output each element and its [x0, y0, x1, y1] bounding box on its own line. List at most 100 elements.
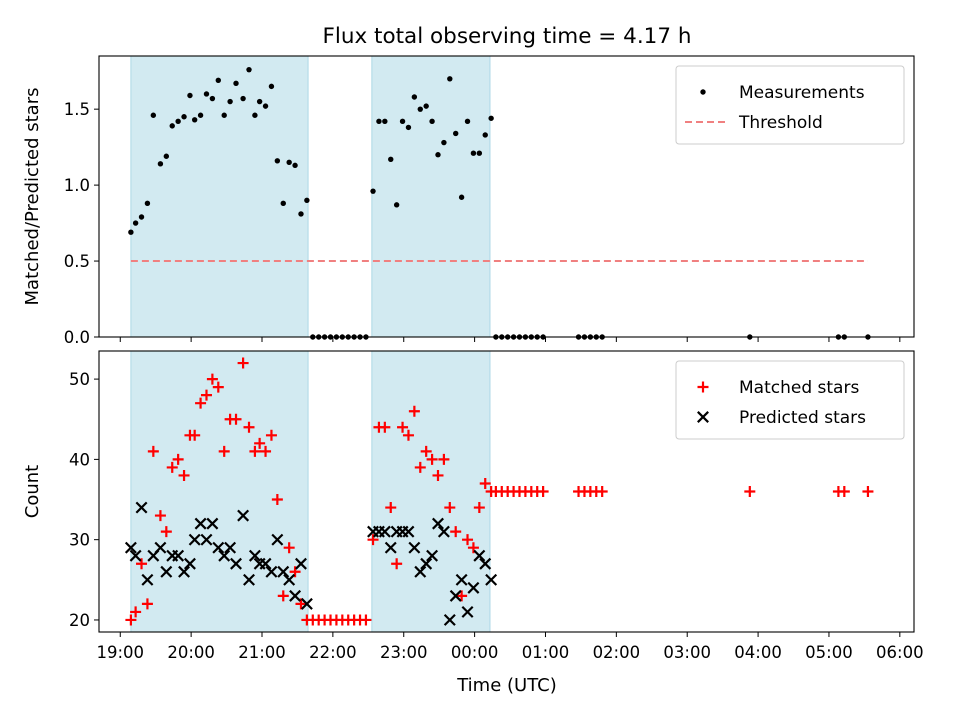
matched-star-point [271, 494, 283, 506]
measurement-point [298, 211, 304, 217]
predicted-star-point [183, 557, 196, 570]
matched-star-point [160, 526, 172, 538]
measurement-point [304, 197, 310, 203]
y-tick-label: 50 [69, 370, 90, 389]
measurement-point [203, 91, 210, 97]
x-tick-label: 19:00 [96, 643, 144, 662]
measurement-point [388, 156, 394, 162]
predicted-star-point [437, 525, 450, 538]
predicted-star-point [194, 517, 207, 530]
matched-star-point [379, 421, 391, 433]
measurement-point [447, 76, 453, 82]
predicted-star-point [212, 541, 225, 554]
predicted-star-point [432, 517, 444, 530]
matched-star-point [456, 590, 468, 602]
matched-star-point [391, 558, 403, 570]
x-tick-label: 03:00 [663, 643, 711, 662]
predicted-star-point [402, 525, 415, 538]
measurement-point [405, 124, 412, 131]
measurement-point [191, 117, 198, 123]
measurement-point [423, 103, 429, 109]
measurement-point [252, 112, 258, 118]
predicted-star-point [414, 565, 427, 578]
predicted-star-point [426, 549, 439, 562]
matched-star-point [432, 469, 444, 481]
observing-interval-shade [371, 55, 491, 338]
matched-star-point [414, 461, 426, 473]
y-tick-label: 0.5 [64, 252, 90, 271]
axes-frame [98, 350, 915, 633]
measurement-point [132, 220, 139, 226]
matched-star-point [249, 445, 261, 457]
predicted-star-point [283, 573, 296, 586]
predicted-star-point [378, 525, 391, 538]
measurement-point [458, 194, 465, 200]
y-tick-label: 30 [69, 531, 90, 550]
predicted-star-point [467, 581, 480, 594]
measurement-point [382, 118, 388, 125]
predicted-star-point [160, 565, 173, 578]
matched-star-point [744, 486, 756, 497]
matched-star-point [147, 445, 159, 457]
y-axis-label: Count [22, 465, 43, 518]
measurement-point [233, 80, 239, 87]
matched-star-point [438, 453, 450, 465]
matched-star-point [243, 421, 255, 433]
measurement-point [256, 98, 263, 105]
top-panel: 0.0 0.5 1.0 1.5 Matched/Predicted stars Measu… [22, 55, 915, 347]
measurement-point [215, 77, 221, 84]
y-axis-label: Matched/Predicted stars [22, 88, 43, 306]
predicted-star-point [420, 557, 433, 570]
measurement-point [470, 150, 477, 156]
measurement-point [464, 118, 471, 125]
predicted-star-point [200, 533, 213, 546]
predicted-star-point [485, 573, 498, 586]
x-tick-label: 01:00 [522, 643, 570, 662]
matched-star-point [178, 469, 190, 481]
matched-star-point [283, 542, 295, 554]
legend-label: Predicted stars [739, 408, 866, 428]
matched-star-point [444, 502, 456, 514]
predicted-star-point [443, 613, 456, 626]
legend-box [675, 360, 905, 440]
measurement-point [221, 112, 227, 118]
measurement-point [435, 152, 441, 158]
measurement-point [393, 202, 400, 208]
predicted-star-point [455, 573, 468, 586]
bottom-panel: 20 30 40 50 19:00 20:00 21:00 22:00 23:00 00:00 01… [22, 350, 924, 662]
matched-star-point [166, 461, 178, 473]
x-tick-label: 02:00 [593, 643, 641, 662]
matched-star-point [596, 486, 608, 497]
x-axis-label: Time (UTC) [456, 675, 557, 696]
matched-star-point [189, 429, 201, 441]
matched-star-point [206, 373, 218, 385]
matched-star-point [402, 429, 414, 441]
measurement-point [227, 98, 233, 105]
predicted-star-point [206, 517, 219, 530]
measurement-point [370, 188, 376, 194]
legend-label: Measurements [739, 83, 865, 103]
matched-star-point [141, 598, 153, 610]
predicted-star-point [271, 533, 284, 546]
y-tick-label: 1.5 [64, 100, 90, 119]
measurement-point [157, 161, 164, 167]
matched-star-point [125, 614, 137, 626]
predicted-star-point [479, 557, 492, 570]
predicted-star-point [224, 541, 237, 554]
matched-star-point [277, 590, 289, 602]
predicted-star-point [154, 541, 167, 554]
matched-star-point [838, 486, 850, 497]
measurement-point [175, 118, 181, 125]
predicted-star-point [237, 509, 250, 522]
predicted-star-point [243, 573, 255, 586]
matched-star-point [397, 421, 409, 433]
measurement-point [274, 158, 281, 164]
legend: Matched stars Predicted stars [675, 360, 905, 440]
legend-swatch [697, 411, 709, 423]
measurement-point [488, 115, 494, 121]
measurement-point [417, 106, 423, 112]
predicted-star-point [461, 605, 474, 618]
measurement-point [482, 132, 488, 138]
predicted-star-point [265, 565, 278, 578]
